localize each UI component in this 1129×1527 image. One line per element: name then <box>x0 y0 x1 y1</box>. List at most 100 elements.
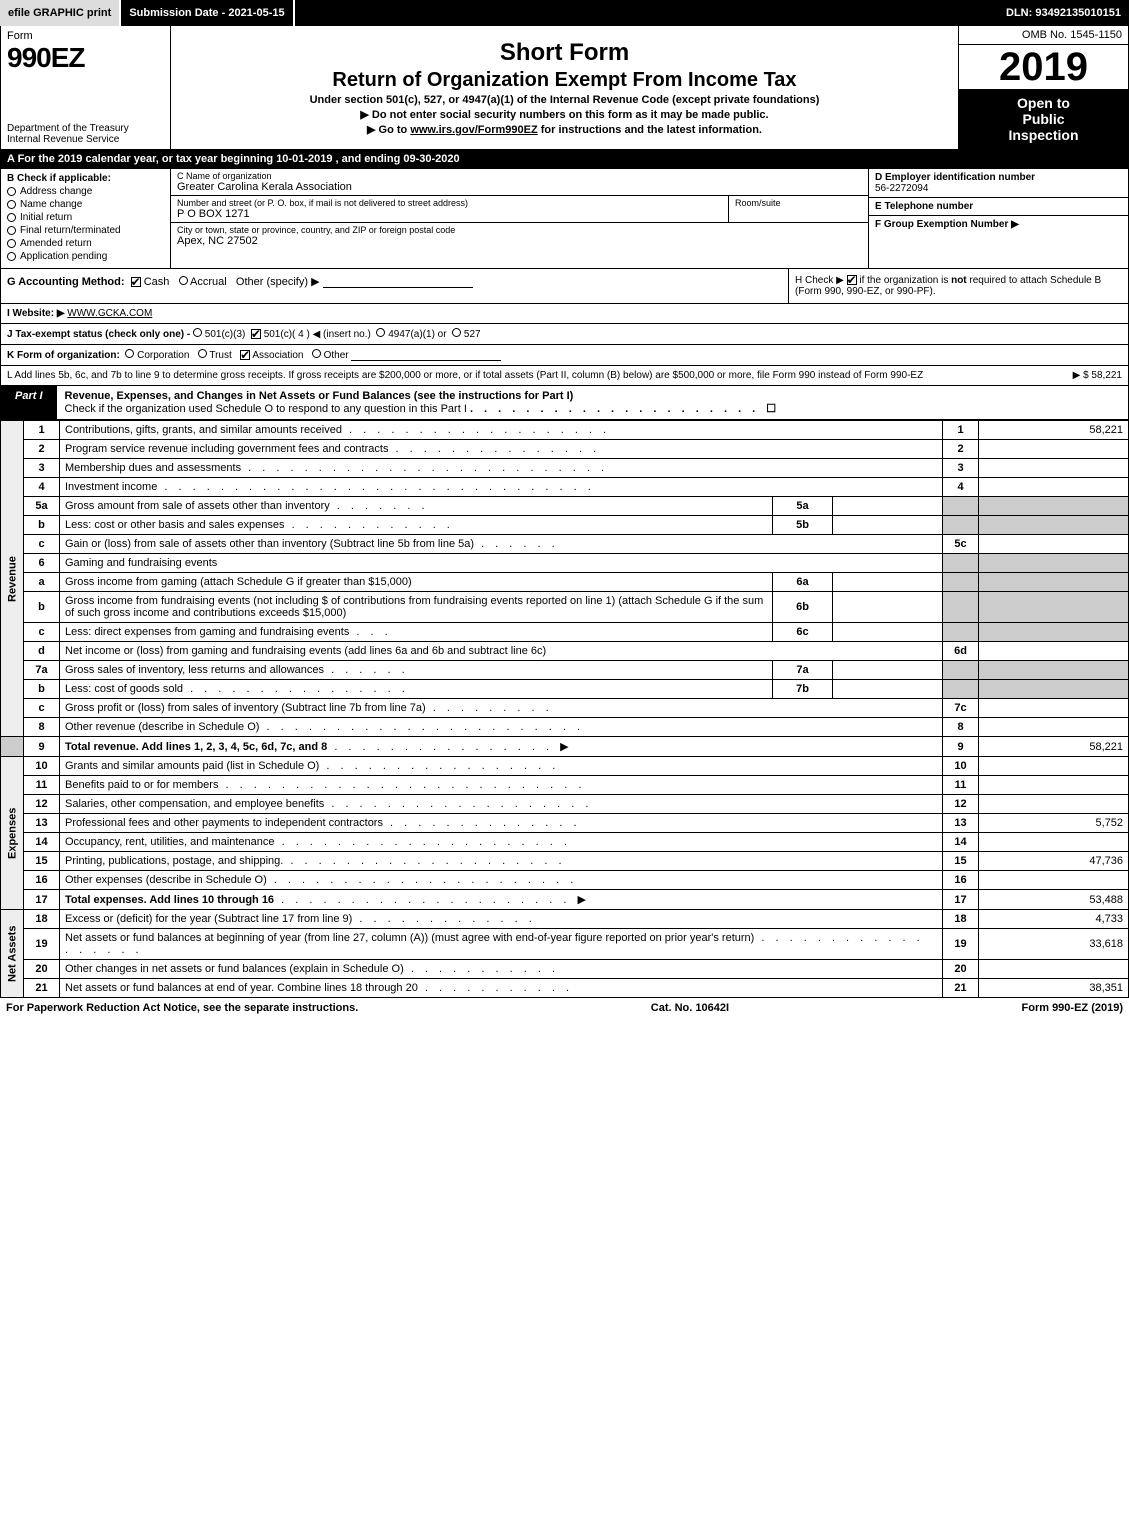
opt-amended-return[interactable]: Amended return <box>7 238 164 249</box>
section-c: C Name of organization Greater Carolina … <box>171 169 868 268</box>
line-no: a <box>24 573 60 592</box>
part1-endbox[interactable]: ☐ <box>766 403 776 415</box>
line-desc: Gross sales of inventory, less returns a… <box>60 661 773 680</box>
mid-box: 7a <box>773 661 833 680</box>
accrual-radio[interactable] <box>179 276 188 285</box>
line-6: 6 Gaming and fundraising events <box>1 554 1129 573</box>
line-desc: Salaries, other compensation, and employ… <box>60 795 943 814</box>
mid-box: 6c <box>773 623 833 642</box>
k-other-line[interactable] <box>351 349 501 361</box>
line-box: 8 <box>943 718 979 737</box>
j-opt2-checkbox[interactable] <box>251 329 261 339</box>
desc-text: Other expenses (describe in Schedule O) <box>65 874 267 886</box>
line-amount <box>979 718 1129 737</box>
line-11: 11 Benefits paid to or for members . . .… <box>1 776 1129 795</box>
line-amount: 53,488 <box>979 890 1129 910</box>
circle-icon <box>7 239 16 248</box>
opt-final-return[interactable]: Final return/terminated <box>7 225 164 236</box>
line-no: 21 <box>24 979 60 998</box>
j-opt4-radio[interactable] <box>452 328 461 337</box>
mid-box: 6b <box>773 592 833 623</box>
go-to-link[interactable]: www.irs.gov/Form990EZ <box>410 124 537 136</box>
website-value[interactable]: WWW.GCKA.COM <box>67 308 152 319</box>
line-desc: Contributions, gifts, grants, and simila… <box>60 421 943 440</box>
k-trust: Trust <box>209 350 231 361</box>
address-row: Number and street (or P. O. box, if mail… <box>171 196 868 223</box>
shaded-amt <box>979 573 1129 592</box>
opt-label: Application pending <box>20 251 107 262</box>
room-label: Room/suite <box>735 198 781 208</box>
line-7a: 7a Gross sales of inventory, less return… <box>1 661 1129 680</box>
opt-initial-return[interactable]: Initial return <box>7 212 164 223</box>
desc-text: Investment income <box>65 481 157 493</box>
line-4: 4 Investment income . . . . . . . . . . … <box>1 478 1129 497</box>
line-no: 8 <box>24 718 60 737</box>
desc-text: Net assets or fund balances at beginning… <box>65 932 754 944</box>
open-to-public: Open to Public Inspection <box>959 89 1128 149</box>
k-assoc-checkbox[interactable] <box>240 350 250 360</box>
line-desc: Net assets or fund balances at end of ye… <box>60 979 943 998</box>
shaded-amt <box>979 623 1129 642</box>
line-desc: Grants and similar amounts paid (list in… <box>60 757 943 776</box>
tax-year-line: A For the 2019 calendar year, or tax yea… <box>0 150 1129 169</box>
opt-label: Final return/terminated <box>20 225 121 236</box>
desc-text: Printing, publications, postage, and shi… <box>65 855 283 867</box>
shaded-amt <box>979 516 1129 535</box>
line-box: 11 <box>943 776 979 795</box>
line-desc: Professional fees and other payments to … <box>60 814 943 833</box>
j-opt3-radio[interactable] <box>376 328 385 337</box>
efile-label: efile GRAPHIC print <box>0 0 121 26</box>
line-desc: Program service revenue including govern… <box>60 440 943 459</box>
line-5c: c Gain or (loss) from sale of assets oth… <box>1 535 1129 554</box>
j-opt1-radio[interactable] <box>193 328 202 337</box>
tax-year-large: 2019 <box>959 45 1128 89</box>
line-no: 5a <box>24 497 60 516</box>
cash-checkbox[interactable] <box>131 277 141 287</box>
submission-date: Submission Date - 2021-05-15 <box>121 0 294 26</box>
shaded-amt <box>979 554 1129 573</box>
line-13: 13 Professional fees and other payments … <box>1 814 1129 833</box>
mid-box: 5a <box>773 497 833 516</box>
opt-label: Initial return <box>20 212 72 223</box>
dept-treasury: Department of the Treasury <box>7 123 164 134</box>
line-no: 12 <box>24 795 60 814</box>
opt-application-pending[interactable]: Application pending <box>7 251 164 262</box>
line-amount: 58,221 <box>979 737 1129 757</box>
gh-block: G Accounting Method: Cash Accrual Other … <box>0 269 1129 304</box>
h-section: H Check ▶ if the organization is not req… <box>788 269 1128 303</box>
footer-form-no: 990-EZ <box>1052 1002 1088 1014</box>
k-label: K Form of organization: <box>7 350 120 361</box>
opt-address-change[interactable]: Address change <box>7 186 164 197</box>
i-section: I Website: ▶ WWW.GCKA.COM <box>0 304 1129 324</box>
line-6b: b Gross income from fundraising events (… <box>1 592 1129 623</box>
j-section: J Tax-exempt status (check only one) - 5… <box>0 324 1129 345</box>
dln: DLN: 93492135010151 <box>998 0 1129 26</box>
footer-right: Form 990-EZ (2019) <box>1022 1002 1124 1014</box>
line-amount <box>979 776 1129 795</box>
part1-title: Revenue, Expenses, and Changes in Net As… <box>57 386 1128 419</box>
line-no: c <box>24 623 60 642</box>
line-7c: c Gross profit or (loss) from sales of i… <box>1 699 1129 718</box>
line-box: 5c <box>943 535 979 554</box>
k-corp-radio[interactable] <box>125 349 134 358</box>
netassets-side-label: Net Assets <box>1 910 24 998</box>
j-opt3: 4947(a)(1) or <box>388 329 446 340</box>
line-6d: d Net income or (loss) from gaming and f… <box>1 642 1129 661</box>
line-box: 7c <box>943 699 979 718</box>
section-b-header: B Check if applicable: <box>7 173 164 184</box>
line-box: 18 <box>943 910 979 929</box>
go-to-prefix: ▶ Go to <box>367 124 410 136</box>
opt-name-change[interactable]: Name change <box>7 199 164 210</box>
desc-text: Gross amount from sale of assets other t… <box>65 500 330 512</box>
line-desc: Less: cost or other basis and sales expe… <box>60 516 773 535</box>
mid-val <box>833 573 943 592</box>
k-trust-radio[interactable] <box>198 349 207 358</box>
line-no: 20 <box>24 960 60 979</box>
other-specify-line[interactable] <box>323 276 473 288</box>
top-bar: efile GRAPHIC print Submission Date - 20… <box>0 0 1129 26</box>
print-label[interactable]: print <box>87 7 111 19</box>
k-other-radio[interactable] <box>312 349 321 358</box>
j-opt1: 501(c)(3) <box>205 329 246 340</box>
dots: . . . . . . . . . . . . . . . . . . . . … <box>470 403 766 415</box>
h-checkbox[interactable] <box>847 275 857 285</box>
